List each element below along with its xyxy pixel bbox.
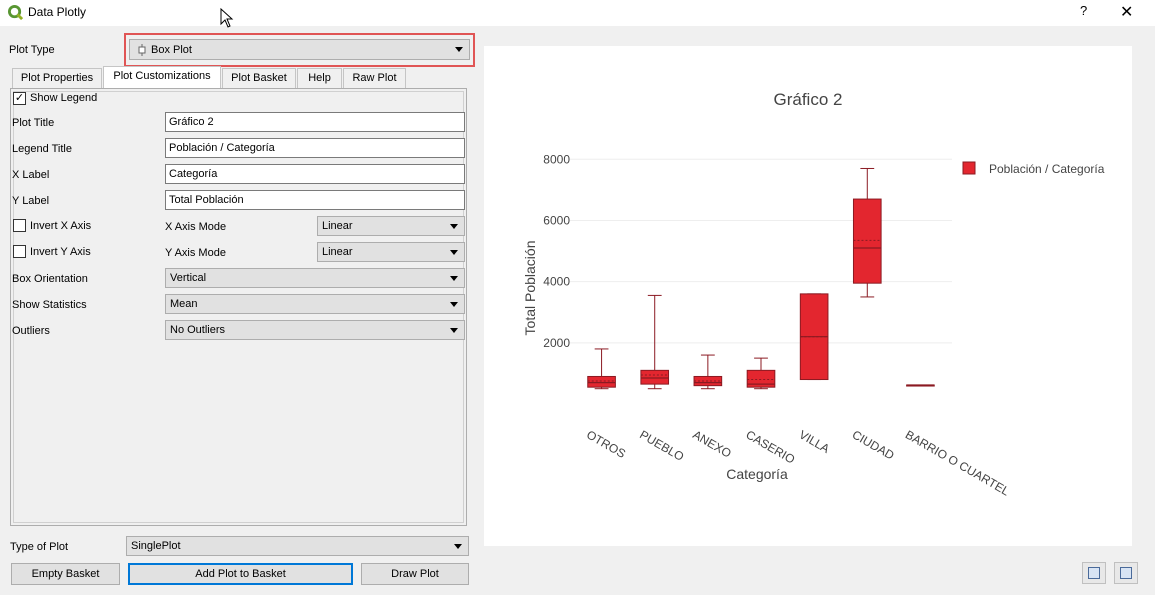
- show-statistics-label: Show Statistics: [12, 299, 87, 311]
- title-bar: Data Plotly ? ✕: [0, 0, 1155, 28]
- y-label-label: Y Label: [12, 195, 50, 207]
- plot-type-value: Box Plot: [151, 44, 192, 56]
- box-ciudad: [852, 167, 882, 298]
- x-axis-mode-label: X Axis Mode: [165, 221, 227, 233]
- box-iqr: [587, 375, 616, 388]
- y-tick-label: 8000: [543, 152, 570, 166]
- invert-y-checkbox[interactable]: [13, 245, 26, 258]
- y-axis-mode-value: Linear: [322, 246, 353, 258]
- add-plot-to-basket-button[interactable]: Add Plot to Basket: [128, 563, 353, 585]
- y-tick-label: 2000: [543, 336, 570, 350]
- show-legend-label: Show Legend: [30, 92, 98, 104]
- legend-entry: Población / Categoría: [989, 162, 1105, 176]
- box-orientation-value: Vertical: [170, 272, 207, 284]
- draw-plot-button[interactable]: Draw Plot: [361, 563, 469, 585]
- chevron-down-icon: [450, 224, 458, 229]
- window-title: Data Plotly: [28, 5, 87, 19]
- box-anexo: [693, 354, 723, 390]
- chevron-down-icon: [450, 250, 458, 255]
- x-tick-label: CASERIO: [744, 427, 798, 466]
- tab-plot-properties[interactable]: Plot Properties: [12, 68, 102, 88]
- copy-icon: [1120, 567, 1132, 579]
- tab-plot-customizations[interactable]: Plot Customizations: [103, 66, 221, 89]
- x-axis-mode-combo[interactable]: Linear: [317, 216, 465, 236]
- plot-title-input[interactable]: Gráfico 2: [165, 112, 465, 132]
- box-villa: [799, 293, 829, 381]
- outliers-label: Outliers: [12, 325, 50, 337]
- chevron-down-icon: [450, 276, 458, 281]
- chart-title: Gráfico 2: [774, 90, 843, 109]
- tab-raw-plot[interactable]: Raw Plot: [343, 68, 406, 88]
- box-orientation-combo[interactable]: Vertical: [165, 268, 465, 288]
- box-orientation-label: Box Orientation: [12, 273, 88, 285]
- x-tick-label: VILLA: [797, 427, 832, 455]
- chevron-down-icon: [450, 302, 458, 307]
- save-icon: [1088, 567, 1100, 579]
- y-axis-title: Total Población: [522, 241, 538, 336]
- mouse-cursor-icon: [220, 8, 234, 28]
- legend-title-input[interactable]: Población / Categoría: [165, 138, 465, 158]
- y-axis-mode-combo[interactable]: Linear: [317, 242, 465, 262]
- type-of-plot-combo[interactable]: SinglePlot: [126, 536, 469, 556]
- x-label-label: X Label: [12, 169, 50, 181]
- plot-type-label: Plot Type: [9, 44, 55, 56]
- x-tick-label: OTROS: [584, 427, 628, 460]
- legend-title-label: Legend Title: [12, 143, 72, 155]
- y-axis-mode-label: Y Axis Mode: [165, 247, 226, 259]
- box-caserio: [746, 357, 776, 390]
- empty-basket-button[interactable]: Empty Basket: [11, 563, 120, 585]
- highlight-box: [124, 33, 475, 67]
- box-iqr: [640, 369, 670, 385]
- tab-help[interactable]: Help: [297, 68, 342, 88]
- x-tick-label: BARRIO O CUARTEL: [903, 427, 1012, 498]
- legend-swatch: [962, 161, 976, 175]
- box-otros: [587, 348, 616, 390]
- y-label-input[interactable]: Total Población: [165, 190, 465, 210]
- box-plot-chart: 2000 4000 6000 8000 OTROS PUEBLO ANEXO CASERIO…: [522, 90, 1105, 499]
- chevron-down-icon: [450, 328, 458, 333]
- type-of-plot-label: Type of Plot: [10, 541, 69, 553]
- close-button[interactable]: ✕: [1120, 4, 1134, 21]
- outliers-value: No Outliers: [170, 324, 226, 336]
- box-iqr: [852, 198, 882, 284]
- show-statistics-combo[interactable]: Mean: [165, 294, 465, 314]
- x-axis-title: Categoría: [726, 466, 788, 482]
- invert-y-label: Invert Y Axis: [30, 246, 91, 258]
- type-of-plot-value: SinglePlot: [131, 540, 181, 552]
- box-pueblo: [640, 294, 670, 390]
- box-barrio-o-cuartel: [906, 384, 935, 387]
- x-tick-label: ANEXO: [690, 427, 733, 460]
- outliers-combo[interactable]: No Outliers: [165, 320, 465, 340]
- x-tick-label: CIUDAD: [850, 427, 897, 462]
- help-button[interactable]: ?: [1080, 3, 1088, 18]
- plot-area: 2000 4000 6000 8000 OTROS PUEBLO ANEXO CASERIO…: [484, 46, 1132, 546]
- plot-title-label: Plot Title: [12, 117, 55, 129]
- copy-plot-button[interactable]: [1114, 562, 1138, 584]
- show-legend-checkbox[interactable]: ✓: [13, 92, 26, 105]
- tab-plot-basket[interactable]: Plot Basket: [222, 68, 296, 88]
- invert-x-label: Invert X Axis: [30, 220, 92, 232]
- x-tick-label: PUEBLO: [637, 427, 686, 463]
- x-label-input[interactable]: Categoría: [165, 164, 465, 184]
- y-tick-label: 4000: [543, 275, 570, 289]
- plot-type-combo[interactable]: Box Plot: [129, 39, 470, 60]
- x-axis-mode-value: Linear: [322, 220, 353, 232]
- qgis-logo-icon: [8, 5, 23, 20]
- chevron-down-icon: [455, 47, 463, 52]
- box-plot-icon: [138, 44, 146, 56]
- invert-x-checkbox[interactable]: [13, 219, 26, 232]
- chevron-down-icon: [454, 544, 462, 549]
- save-plot-button[interactable]: [1082, 562, 1106, 584]
- box-iqr: [746, 369, 776, 388]
- y-tick-label: 6000: [543, 213, 570, 227]
- show-statistics-value: Mean: [170, 298, 198, 310]
